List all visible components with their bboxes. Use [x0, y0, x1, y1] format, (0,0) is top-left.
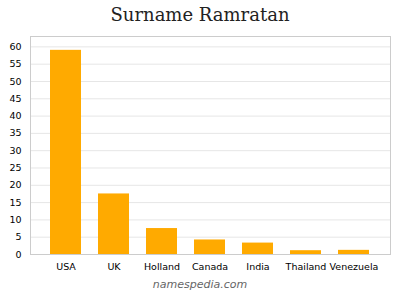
- svg-text:Thailand: Thailand: [285, 261, 327, 272]
- html-text:namespedia.com: namespedia.com: [152, 278, 248, 291]
- svg-text:50: 50: [9, 76, 21, 87]
- svg-text:India: India: [246, 261, 269, 272]
- svg-text:45: 45: [9, 93, 21, 104]
- svg-text:25: 25: [9, 162, 21, 173]
- svg-text:Venezuela: Venezuela: [330, 261, 379, 272]
- svg-text:20: 20: [9, 179, 21, 190]
- svg-text:UK: UK: [107, 261, 121, 272]
- svg-text:Canada: Canada: [192, 261, 228, 272]
- svg-text:10: 10: [9, 214, 21, 225]
- svg-text:40: 40: [9, 110, 21, 121]
- svg-text:60: 60: [9, 41, 21, 52]
- svg-text:0: 0: [15, 249, 21, 260]
- svg-text:35: 35: [9, 127, 21, 138]
- svg-text:30: 30: [9, 145, 21, 156]
- svg-text:55: 55: [9, 58, 21, 69]
- svg-text:Holland: Holland: [144, 261, 180, 272]
- svg-text:USA: USA: [56, 261, 76, 272]
- svg-text:5: 5: [15, 231, 21, 242]
- svg-text:15: 15: [9, 197, 21, 208]
- html-text:Surname Ramratan: Surname Ramratan: [110, 4, 290, 25]
